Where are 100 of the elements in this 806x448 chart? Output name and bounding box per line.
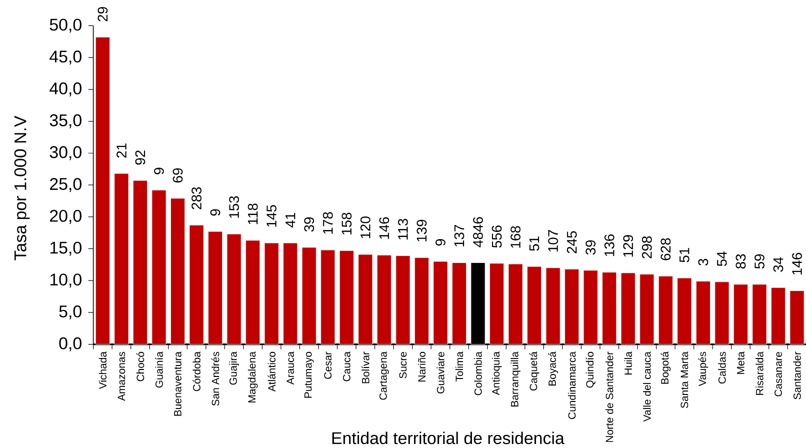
x-axis-title: Entidad territorial de residencia bbox=[332, 432, 564, 444]
x-tick-label: Risaralda bbox=[756, 352, 764, 395]
bar bbox=[433, 261, 448, 344]
annotation: 145 bbox=[266, 205, 276, 227]
bar bbox=[696, 281, 710, 344]
annotation: 39 bbox=[304, 217, 314, 232]
x-tick-label: Cartagena bbox=[379, 352, 389, 400]
annotation: 29 bbox=[98, 7, 108, 22]
x-tick-label: Vichada bbox=[98, 351, 107, 390]
x-tick-label: Norte de Santander bbox=[606, 352, 614, 442]
y-tick-label: 40,0 bbox=[50, 82, 82, 96]
bar bbox=[452, 262, 466, 344]
bar bbox=[376, 254, 392, 344]
x-tick-label: Sucre bbox=[399, 352, 407, 378]
annotation: 137 bbox=[454, 224, 464, 246]
x-tick-label: Guajira bbox=[229, 351, 239, 385]
x-tick-label: Quindío bbox=[586, 352, 596, 388]
bar bbox=[602, 272, 617, 344]
x-tick-label: Chocó bbox=[136, 352, 144, 382]
bar bbox=[790, 290, 804, 344]
bar bbox=[358, 254, 373, 344]
x-tick-label: Cesar bbox=[324, 352, 332, 379]
x-tick-label: Putumayo bbox=[304, 352, 314, 398]
y-tick-label: 35,0 bbox=[50, 114, 82, 128]
x-tick-label: Magdalena bbox=[248, 352, 258, 402]
annotation: 9 bbox=[210, 209, 220, 216]
bar bbox=[339, 250, 354, 344]
x-tick-label: Huila bbox=[624, 351, 632, 374]
bar bbox=[208, 231, 223, 344]
x-tick-label: Guainía bbox=[155, 351, 163, 388]
bar bbox=[132, 180, 148, 344]
x-tick-label: Boyacá bbox=[548, 351, 558, 386]
x-tick-label: Colombia bbox=[474, 352, 482, 396]
x-tick-label: Nariño bbox=[418, 352, 426, 382]
x-tick-label: Cauca bbox=[342, 351, 350, 382]
annotation: 41 bbox=[286, 212, 296, 228]
bar bbox=[508, 264, 523, 344]
bar bbox=[189, 224, 204, 344]
annotation: 4846 bbox=[473, 217, 483, 248]
annotation: 39 bbox=[586, 240, 596, 255]
x-tick-label: Santa Marta bbox=[680, 352, 688, 408]
y-tick-label: 10,0 bbox=[50, 274, 82, 288]
annotation: 3 bbox=[698, 258, 708, 266]
annotation: 146 bbox=[792, 252, 802, 274]
bar bbox=[564, 268, 580, 344]
y-tick-label: 25,0 bbox=[50, 178, 82, 192]
annotation: 51 bbox=[680, 248, 690, 262]
annotation: 118 bbox=[248, 204, 258, 224]
x-tick-label: Tolima bbox=[455, 351, 464, 382]
annotation: 59 bbox=[754, 254, 764, 269]
annotation: 158 bbox=[342, 212, 352, 234]
y-tick-label: 30,0 bbox=[50, 146, 82, 160]
bar bbox=[620, 272, 636, 344]
x-tick-label: Buenaventura bbox=[174, 352, 182, 416]
bar bbox=[170, 198, 185, 344]
bar bbox=[490, 263, 504, 344]
annotation: 54 bbox=[717, 252, 727, 266]
annotation: 139 bbox=[416, 220, 427, 242]
bar bbox=[302, 247, 316, 344]
x-tick-label: Meta bbox=[737, 351, 744, 374]
annotation: 146 bbox=[379, 217, 390, 239]
bar bbox=[320, 250, 336, 344]
bar bbox=[771, 287, 786, 344]
y-tick-label: 20,0 bbox=[50, 210, 82, 224]
y-tick-label: 5,0 bbox=[59, 305, 82, 320]
x-tick-label: Cundinamarca bbox=[568, 352, 576, 419]
bar bbox=[733, 284, 748, 344]
annotation: 92 bbox=[135, 150, 146, 165]
annotation: 83 bbox=[736, 254, 746, 269]
x-tick-label: Amazonas bbox=[118, 352, 126, 401]
annotation: 298 bbox=[642, 236, 652, 258]
x-tick-label: Caldas bbox=[718, 352, 726, 384]
x-tick-label: Córdoba bbox=[192, 352, 200, 392]
bar bbox=[246, 240, 260, 344]
bar bbox=[546, 268, 560, 344]
bar bbox=[414, 257, 429, 344]
x-tick-label: San Andrés bbox=[211, 352, 220, 406]
x-tick-label: Casanare bbox=[774, 352, 782, 396]
bar bbox=[677, 278, 692, 344]
bar bbox=[283, 242, 298, 344]
annotation: 51 bbox=[529, 236, 540, 251]
x-tick-label: Caquetá bbox=[529, 351, 540, 391]
annotation: 556 bbox=[492, 226, 502, 248]
bar bbox=[714, 282, 730, 344]
y-axis-title: Tasa por 1.000 N.V bbox=[14, 116, 30, 260]
annotation: 178 bbox=[322, 212, 333, 234]
annotation: 120 bbox=[360, 216, 370, 238]
y-tick-label: 0,0 bbox=[59, 337, 82, 352]
annotation: 9 bbox=[436, 239, 446, 246]
annotation: 113 bbox=[398, 218, 408, 240]
annotation: 628 bbox=[660, 238, 671, 260]
bar bbox=[658, 276, 673, 344]
annotation: 153 bbox=[229, 196, 239, 218]
bar bbox=[264, 242, 279, 344]
annotation: 69 bbox=[172, 168, 183, 182]
annotation: 283 bbox=[192, 187, 202, 210]
bar bbox=[95, 36, 110, 344]
annotation: 34 bbox=[773, 257, 784, 272]
annotation: 129 bbox=[623, 235, 634, 257]
annotation: 136 bbox=[604, 234, 614, 256]
